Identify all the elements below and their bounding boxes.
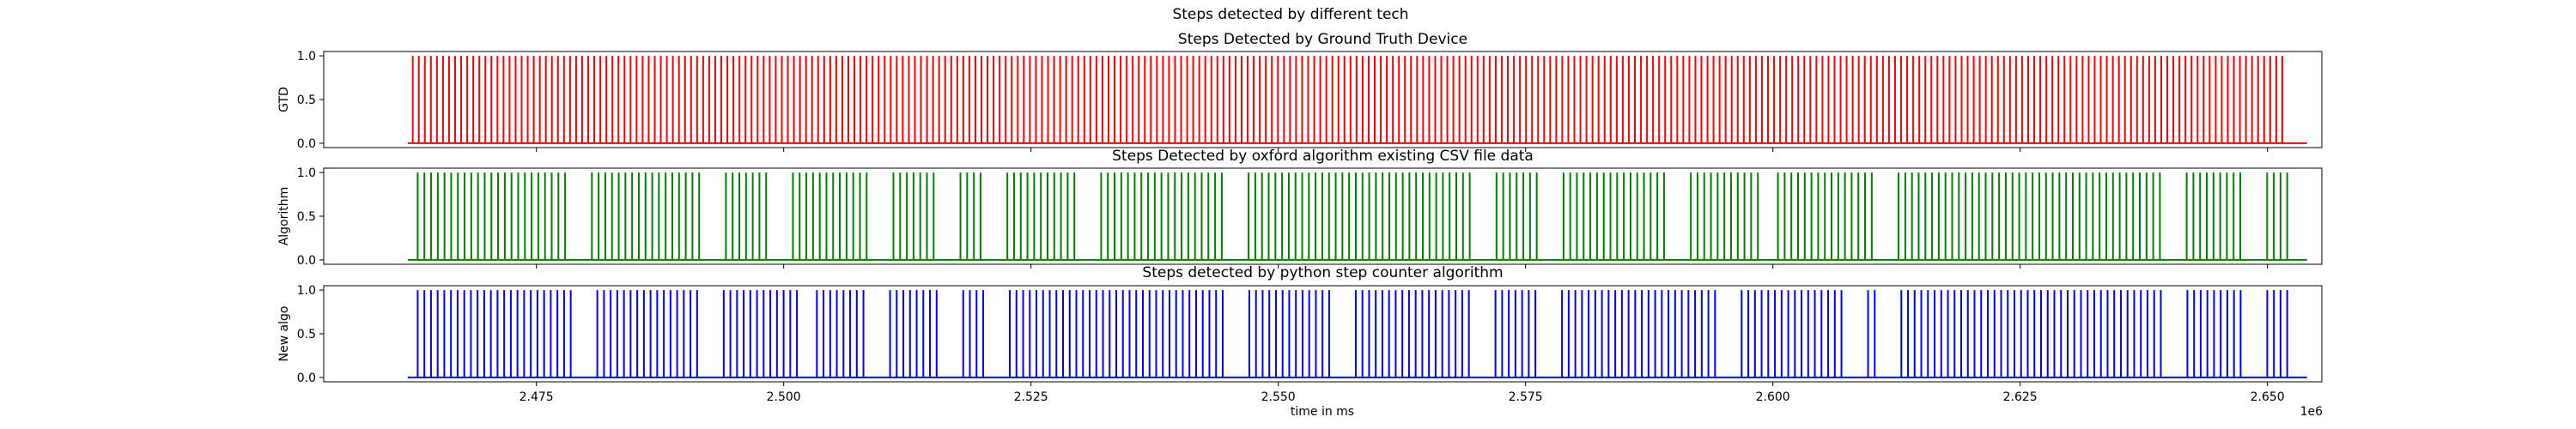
- y-tick-label: 0.5: [297, 210, 316, 224]
- y-tick-label: 1.0: [297, 166, 316, 180]
- chart-title: Steps detected by python step counter al…: [1142, 264, 1503, 281]
- x-tick-label: 2.550: [1261, 390, 1296, 404]
- x-axis-offset-text: 1e6: [2300, 405, 2324, 419]
- plot-frame: [323, 167, 2323, 265]
- y-axis-label: New algo: [277, 306, 291, 362]
- x-tick-label: 2.500: [767, 390, 801, 404]
- chart-panel-1: Steps Detected by Ground Truth Device GTD…: [277, 31, 2323, 152]
- x-tick-label: 2.525: [1014, 390, 1048, 404]
- y-axis-label: Algorithm: [277, 187, 291, 246]
- y-tick-label: 0.0: [297, 137, 316, 151]
- y-tick-label: 0.5: [297, 94, 316, 107]
- plot-frame: [323, 285, 2323, 383]
- y-tick-label: 0.5: [297, 328, 316, 341]
- chart-title: Steps Detected by oxford algorithm exist…: [1112, 148, 1534, 165]
- figure-suptitle: Steps detected by different tech: [1172, 6, 1408, 23]
- chart-panel-3: Steps detected by python step counter al…: [277, 264, 2323, 404]
- x-tick-label: 2.575: [1509, 390, 1543, 404]
- y-tick-label: 0.0: [297, 372, 316, 385]
- x-tick-label: 2.650: [2251, 390, 2285, 404]
- x-tick-label: 2.600: [1756, 390, 1790, 404]
- y-tick-label: 0.0: [297, 254, 316, 268]
- chart-panel-2: Steps Detected by oxford algorithm exist…: [277, 148, 2323, 269]
- x-tick-label: 2.625: [2003, 390, 2038, 404]
- plot-frame: [323, 51, 2323, 148]
- x-tick-label: 2.475: [519, 390, 554, 404]
- y-tick-label: 1.0: [297, 50, 316, 63]
- y-axis-label: GTD: [277, 87, 291, 112]
- chart-title: Steps Detected by Ground Truth Device: [1178, 31, 1467, 48]
- y-tick-label: 1.0: [297, 284, 316, 298]
- x-axis-label: time in ms: [1291, 405, 1354, 419]
